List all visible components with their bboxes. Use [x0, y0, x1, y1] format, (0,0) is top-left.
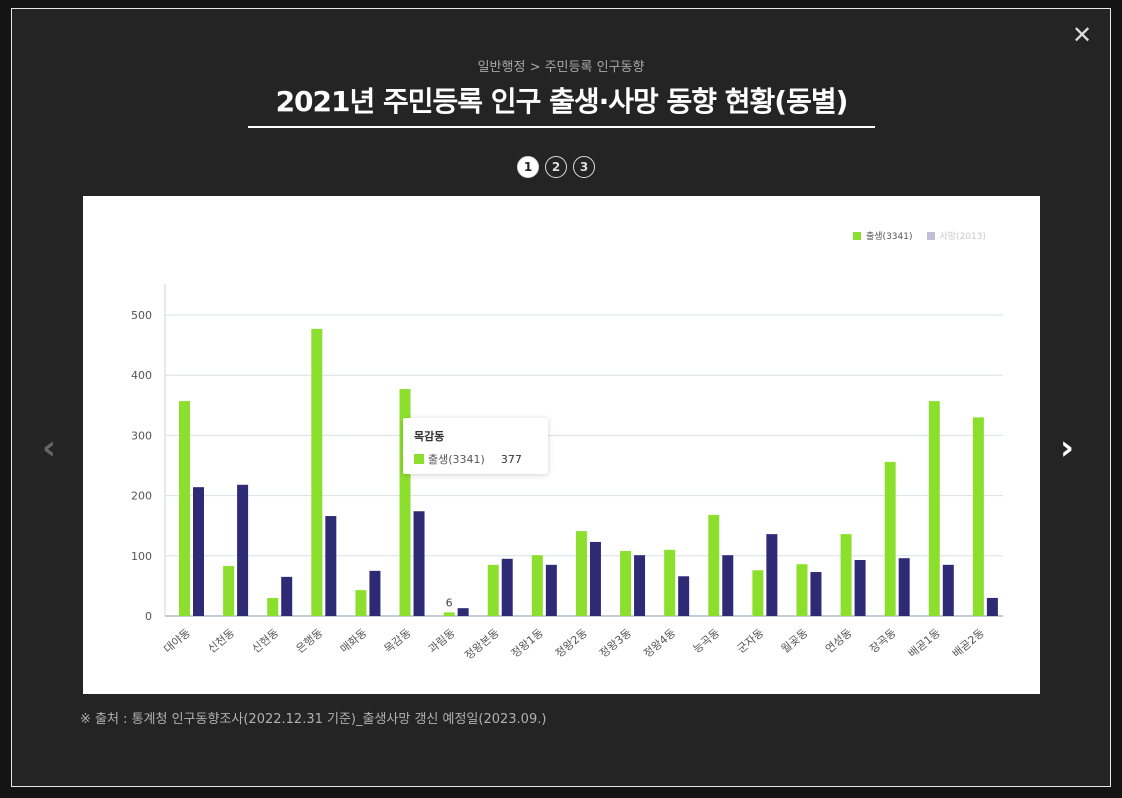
bar-death [281, 576, 293, 616]
x-tick-label: 장곡동 [867, 626, 899, 655]
bar-birth [752, 570, 764, 616]
bar-death [413, 511, 425, 616]
x-tick-label: 정왕본동 [462, 626, 501, 662]
bar-birth [179, 401, 190, 616]
page-2-button[interactable]: 2 [545, 156, 567, 178]
breadcrumb: 일반행정 > 주민등록 인구동향 [477, 60, 645, 75]
y-tick-label: 500 [131, 309, 152, 322]
legend-swatch [926, 231, 935, 240]
x-tick-label: 정왕1동 [509, 626, 546, 660]
bar-death [369, 570, 381, 616]
x-tick-label: 과림동 [426, 626, 458, 655]
bar-death [766, 534, 778, 616]
bar-death [589, 541, 601, 616]
tooltip: 목감동 출생(3341) 377 [403, 418, 548, 474]
bar-birth [311, 328, 323, 616]
bar-death [193, 487, 204, 616]
legend-swatch [853, 231, 861, 240]
bar-birth [884, 461, 896, 616]
bar-death [722, 555, 734, 616]
y-tick-label: 100 [131, 550, 152, 563]
x-tick-label: 신현동 [250, 626, 282, 655]
pagination: 1 2 3 [517, 156, 595, 178]
bar-birth [267, 597, 279, 616]
tooltip-series: 출생(3341) [428, 453, 485, 466]
bar-birth [796, 564, 808, 616]
bar-death [898, 558, 910, 616]
chevron-right-icon[interactable]: › [1060, 428, 1075, 468]
x-tick-label: 은행동 [294, 626, 326, 655]
bar-death [501, 558, 513, 616]
tooltip-title: 목감동 [414, 430, 445, 443]
source-note: ※ 출처 : 통계청 인구동향조사(2022.12.31 기준)_출생사망 갱신… [80, 712, 547, 727]
bar-birth [664, 549, 676, 616]
bar-birth [355, 590, 367, 616]
bar-death [810, 572, 822, 616]
y-tick-label: 0 [145, 610, 152, 623]
bar-death [325, 516, 337, 616]
close-icon[interactable]: ✕ [1071, 21, 1093, 49]
bar-birth [399, 389, 411, 616]
x-tick-label: 월곶동 [779, 626, 811, 655]
bar-death [237, 484, 249, 616]
bar-death [634, 555, 646, 616]
x-tick-label: 연성동 [823, 626, 855, 655]
bar-death [457, 608, 469, 616]
x-tick-label: 대야동 [161, 626, 193, 655]
x-tick-label: 배곧2동 [950, 626, 987, 660]
x-tick-label: 배곧1동 [906, 626, 943, 660]
tooltip-swatch [414, 454, 424, 464]
tooltip-row: 출생(3341) 377 [414, 451, 522, 467]
x-tick-label: 목감동 [382, 626, 414, 655]
bar-birth [575, 531, 587, 616]
y-tick-label: 200 [131, 490, 152, 503]
bar-death [986, 597, 998, 616]
bar-birth [487, 564, 499, 616]
page-1-button[interactable]: 1 [517, 156, 539, 178]
bar-birth [443, 612, 455, 616]
x-tick-label: 정왕4동 [641, 626, 678, 660]
bar-death [678, 576, 690, 616]
legend: 출생(3341) 사망(2013) [853, 229, 986, 242]
page-title: 2021년 주민등록 인구 출생·사망 동향 현황(동별) [248, 80, 875, 128]
bar-birth [708, 514, 720, 616]
legend-item-death[interactable]: 사망(2013) [926, 229, 987, 242]
x-tick-label: 신천동 [205, 626, 237, 656]
x-tick-label: 매화동 [338, 626, 370, 655]
data-label: 6 [446, 596, 453, 609]
x-tick-label: 능곡동 [691, 626, 723, 655]
chevron-left-icon[interactable]: ‹ [42, 428, 57, 468]
bar-death [854, 560, 866, 616]
legend-label: 사망(2013) [939, 232, 987, 242]
bar-birth [972, 417, 984, 616]
bar-birth [223, 566, 235, 616]
y-tick-label: 300 [131, 429, 152, 442]
legend-item-birth[interactable]: 출생(3341) [853, 229, 913, 242]
page-3-button[interactable]: 3 [573, 156, 595, 178]
x-tick-label: 군자동 [735, 626, 767, 655]
chart-panel: 0 100 200 300 400 500 대야동 신천동 신현동 은행동 매화동 목감동 과림동 정왕본… [83, 196, 1040, 694]
bar-birth [840, 534, 852, 616]
x-tick-label: 정왕2동 [553, 626, 590, 660]
bar-death [545, 564, 557, 616]
bar-birth [620, 550, 632, 616]
bar-death [942, 564, 954, 616]
bar-birth [531, 555, 543, 616]
x-tick-label: 정왕3동 [597, 626, 634, 660]
bar-birth [928, 401, 940, 616]
y-tick-label: 400 [131, 369, 152, 382]
legend-label: 출생(3341) [866, 232, 913, 242]
tooltip-value: 377 [500, 452, 522, 466]
